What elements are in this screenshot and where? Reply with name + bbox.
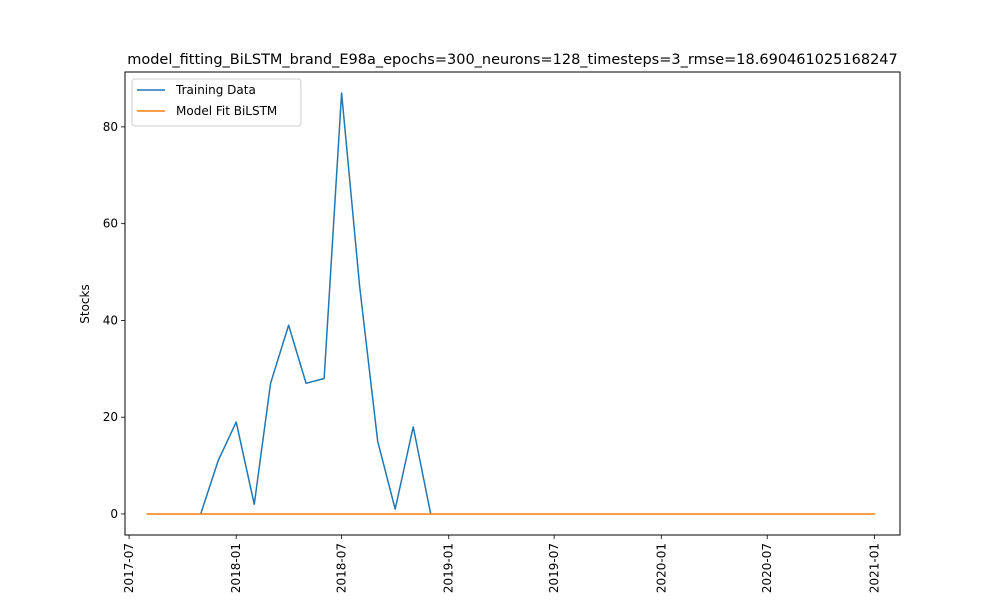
x-tick-label: 2020-07 [760,543,774,593]
plot-frame [124,71,901,536]
y-tick-label: 60 [103,217,118,231]
x-tick-label: 2019-07 [547,543,561,593]
x-tick-label: 2018-07 [335,543,349,593]
x-tick-label: 2018-01 [229,543,243,593]
y-tick-label: 20 [103,410,118,424]
y-tick-label: 80 [103,120,118,134]
series-line-training-data [199,92,432,515]
x-tick-label: 2017-07 [122,543,136,593]
legend-label: Training Data [175,83,256,97]
y-tick-label: 0 [110,507,118,521]
x-tick-label: 2021-01 [867,543,881,593]
legend: Training Data Model Fit BiLSTM [131,78,302,127]
y-axis: 0 20 40 60 80 [103,120,125,521]
plot-lines [146,92,876,515]
legend-label: Model Fit BiLSTM [176,104,277,118]
y-axis-label: Stocks [78,284,92,323]
x-tick-label: 2020-01 [654,543,668,593]
legend-box [131,78,302,127]
chart-title: model_fitting_BiLSTM_brand_E98a_epochs=3… [127,52,898,68]
y-tick-label: 40 [103,313,118,327]
x-tick-label: 2019-01 [442,543,456,593]
x-axis: 2017-07 2018-01 2018-07 2019-01 2019-07 2020-… [122,535,881,593]
